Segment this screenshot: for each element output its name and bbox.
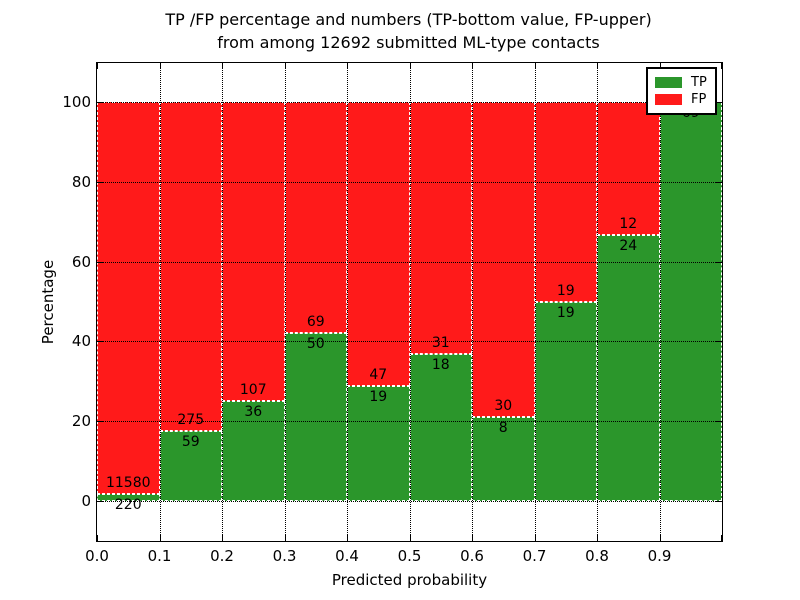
x-tick-mark	[97, 535, 98, 541]
fp-count-label: 31	[431, 335, 450, 352]
legend-item-fp: FP	[655, 91, 707, 108]
tp-bar-segment	[97, 493, 160, 501]
x-tick-mark	[347, 535, 348, 541]
tp-bar-segment	[472, 417, 535, 501]
y-tick-mark	[716, 181, 722, 183]
fp-count-label: 30	[494, 398, 513, 415]
y-tick-label: 40	[71, 332, 91, 351]
x-tick-mark	[597, 63, 598, 69]
x-tick-mark	[472, 535, 473, 541]
tp-bar-segment	[597, 235, 660, 501]
tp-bar-segment	[284, 333, 347, 501]
y-tick-mark	[716, 261, 722, 263]
x-tick-mark	[409, 63, 411, 69]
tp-count-label: 18	[431, 357, 450, 374]
tp-count-label: 59	[181, 433, 200, 450]
tp-count-label: 19	[369, 389, 388, 406]
y-tick-mark	[716, 341, 722, 343]
chart-title: TP /FP percentage and numbers (TP-bottom…	[96, 8, 721, 54]
y-tick-label: 60	[71, 252, 91, 271]
x-tick-label: 0.9	[647, 547, 672, 565]
x-tick-label: 0.0	[85, 547, 109, 565]
y-tick-label: 0	[81, 492, 91, 510]
x-tick-mark	[534, 63, 536, 69]
tp-bar-segment	[159, 430, 222, 501]
tp-count-label: 24	[619, 237, 638, 254]
x-tick-label: 0.4	[335, 547, 359, 565]
y-tick-label: 20	[71, 412, 91, 431]
x-tick-label: 0.6	[460, 547, 484, 565]
fp-color-swatch	[655, 94, 682, 105]
tp-count-label: 50	[306, 336, 325, 353]
legend-item-tp: TP	[655, 74, 707, 91]
x-tick-mark	[97, 63, 98, 69]
fp-count-label: 19	[556, 282, 575, 299]
tp-bar-segment	[347, 386, 410, 501]
fp-count-label: 69	[306, 314, 325, 331]
chart-title-line2: from among 12692 submitted ML-type conta…	[217, 33, 600, 52]
chart-title-line1: TP /FP percentage and numbers (TP-bottom…	[165, 10, 652, 29]
tp-count-label: 19	[556, 304, 575, 321]
fp-legend-label: FP	[691, 92, 707, 107]
fp-bar-segment	[534, 102, 597, 302]
fp-bar-segment	[284, 102, 347, 334]
x-tick-label: 0.7	[522, 547, 547, 565]
x-tick-mark	[409, 535, 411, 541]
y-tick-mark	[97, 421, 103, 423]
y-tick-mark	[716, 102, 722, 103]
x-tick-mark	[597, 535, 598, 541]
x-tick-mark	[284, 535, 286, 541]
y-tick-mark	[97, 261, 103, 263]
x-tick-mark	[347, 63, 348, 69]
fp-bar-segment	[347, 102, 410, 387]
x-tick-mark	[534, 535, 536, 541]
fp-bar-segment	[159, 102, 222, 431]
tp-count-label: 8	[498, 420, 508, 436]
tp-bar-segment	[659, 102, 722, 501]
x-tick-label: 0.1	[147, 547, 172, 565]
x-tick-label: 0.8	[585, 547, 609, 565]
y-tick-mark	[97, 341, 103, 343]
fp-count-label: 275	[177, 411, 205, 428]
y-gridline	[97, 501, 722, 502]
x-tick-mark	[222, 63, 223, 69]
x-tick-mark	[721, 535, 722, 541]
x-tick-mark	[659, 535, 661, 541]
fp-bar-segment	[222, 102, 285, 401]
x-tick-label: 0.2	[210, 547, 234, 565]
y-tick-mark	[97, 181, 103, 183]
tp-count-label: 36	[244, 403, 263, 420]
x-tick-label: 0.3	[272, 547, 297, 565]
y-tick-mark	[716, 421, 722, 423]
x-tick-label: 0.5	[397, 547, 422, 565]
y-tick-mark	[716, 501, 722, 502]
x-tick-mark	[472, 63, 473, 69]
fp-count-label: 47	[369, 367, 388, 384]
tp-count-label: 220	[114, 496, 142, 513]
y-tick-label: 80	[71, 172, 91, 191]
y-tick-mark	[97, 102, 103, 103]
tp-color-swatch	[655, 77, 682, 88]
tp-bar-segment	[534, 301, 597, 501]
x-tick-mark	[159, 63, 161, 69]
fp-count-label: 107	[239, 381, 267, 398]
fp-count-label: 11580	[105, 474, 151, 491]
x-tick-mark	[222, 535, 223, 541]
fp-bar-segment	[97, 102, 160, 494]
fp-count-label: 12	[619, 216, 638, 232]
fp-bar-segment	[472, 102, 535, 417]
x-tick-mark	[159, 535, 161, 541]
y-tick-mark	[97, 501, 103, 502]
fp-bar-segment	[409, 102, 472, 355]
legend: TP FP	[646, 67, 717, 115]
tp-bar-segment	[409, 354, 472, 501]
x-tick-mark	[284, 63, 286, 69]
x-axis-label: Predicted probability	[331, 571, 488, 589]
x-tick-mark	[721, 63, 722, 69]
tp-legend-label: TP	[691, 75, 707, 90]
plot-area: Percentage Predicted probability TP FP 1…	[39, 62, 723, 589]
y-tick-label: 100	[62, 93, 91, 111]
